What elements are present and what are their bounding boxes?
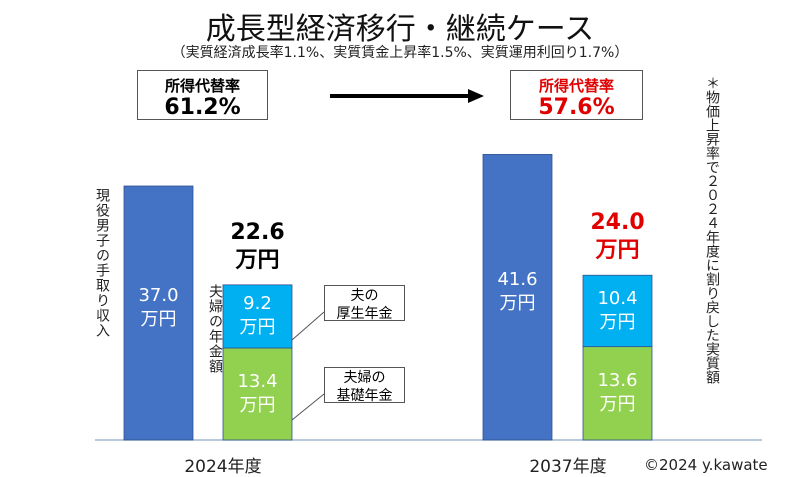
- leader-line-kosei: [291, 311, 325, 341]
- x-tick-2024: 2024年度: [184, 457, 262, 477]
- replacement-rate-value: 57.6%: [538, 95, 615, 120]
- callout-line: 厚生年金: [336, 306, 393, 322]
- replacement-rate-label: 所得代替率: [164, 77, 240, 95]
- leader-line-kiso: [291, 393, 325, 421]
- callout-line: 基礎年金: [336, 388, 393, 404]
- total-label: 22.6 万円: [230, 219, 285, 273]
- replacement-rate-value: 61.2%: [164, 95, 241, 120]
- note: ＊物価上昇率で２０２４年度に割り戻した実質額: [704, 76, 720, 384]
- callout-line: 夫の: [350, 288, 379, 304]
- pension-axis-label: 夫婦の年金額: [207, 284, 223, 374]
- chart-title: 成長型経済移行・継続ケース: [205, 12, 595, 47]
- bar-label-kiso: 13.4 万円: [237, 371, 278, 416]
- income-axis-label: 現役男子の手取り収入: [94, 188, 110, 338]
- chart-subtitle: （実質経済成長率1.1%、実質賃金上昇率1.5%、実質運用利回り1.7%）: [171, 45, 629, 61]
- bar-kosei: [222, 284, 293, 349]
- bar-income: [482, 154, 553, 441]
- bar-label-kosei: 10.4 万円: [597, 287, 638, 333]
- callout-line: 夫婦の: [343, 370, 386, 386]
- bar-label-income: 37.0 万円: [138, 285, 179, 330]
- bar-income: [123, 185, 194, 441]
- bar-kiso: [222, 347, 293, 441]
- replacement-rate-label: 所得代替率: [538, 77, 614, 95]
- bar-label-income: 41.6 万円: [497, 269, 538, 315]
- replacement-rate-2037: 所得代替率 57.6%: [510, 70, 643, 120]
- arrow-head-icon: [468, 89, 484, 103]
- callout-kiso: 夫婦の 基礎年金: [324, 367, 405, 404]
- bar-label-kiso: 13.6 万円: [597, 370, 638, 416]
- x-tick-2037: 2037年度: [529, 457, 607, 477]
- bar-kiso: [582, 346, 653, 441]
- callout-kosei: 夫の 厚生年金: [324, 285, 405, 322]
- bar-kosei: [582, 274, 653, 348]
- credit: ©2024 y.kawate: [644, 456, 768, 474]
- replacement-rate-2024: 所得代替率 61.2%: [137, 70, 268, 120]
- total-label: 24.0 万円: [590, 210, 645, 264]
- bar-label-kosei: 9.2 万円: [239, 293, 276, 339]
